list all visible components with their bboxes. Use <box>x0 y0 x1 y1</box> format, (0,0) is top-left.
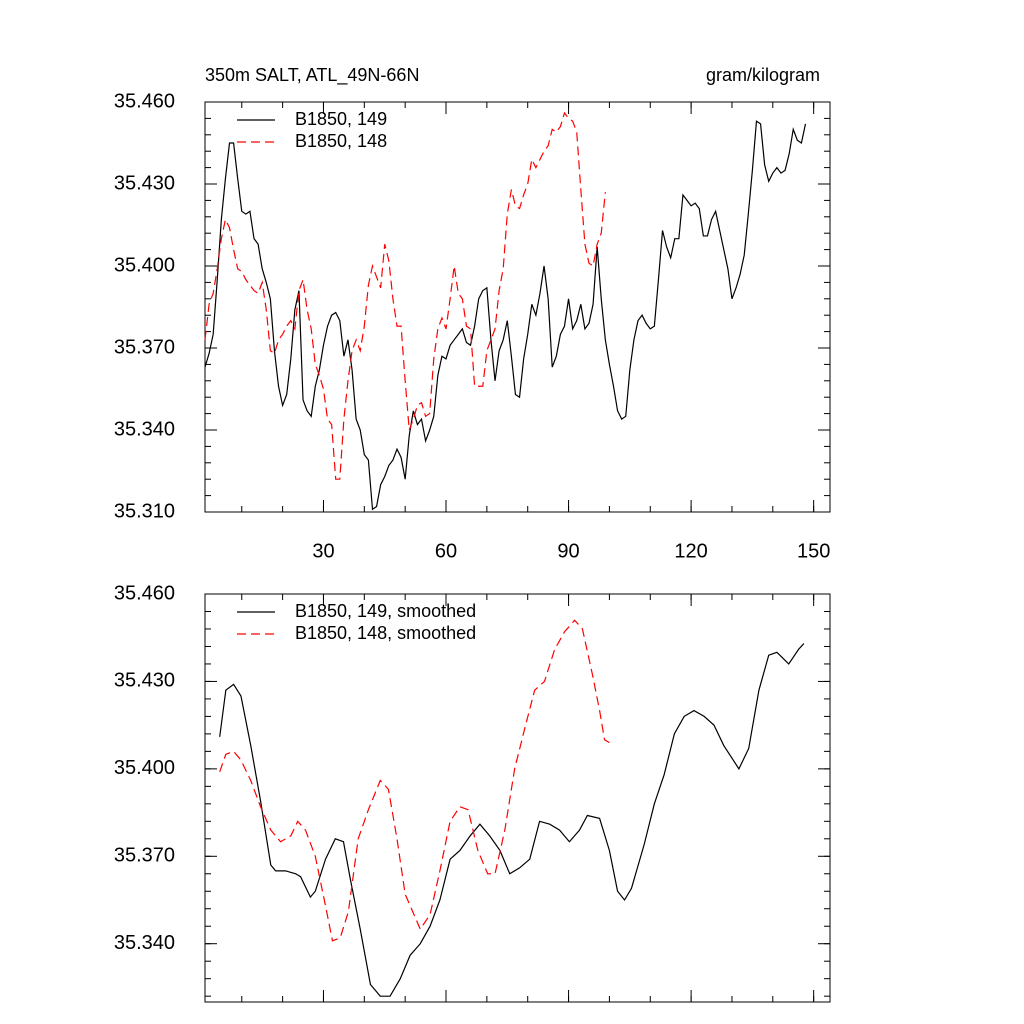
x-tick-label: 150 <box>797 540 830 562</box>
plot-frame <box>204 101 831 513</box>
y-tick-label: 35.460 <box>114 582 175 604</box>
data-line <box>219 643 805 997</box>
y-tick-label: 35.370 <box>114 845 175 867</box>
y-tick-label: 35.400 <box>114 757 175 779</box>
chart-title: 350m SALT, ATL_49N-66N <box>205 65 419 86</box>
y-tick-label: 35.340 <box>114 932 175 954</box>
y-tick-label: 35.430 <box>114 172 175 194</box>
units-label: gram/kilogram <box>706 65 820 85</box>
x-tick-label: 30 <box>312 540 334 562</box>
y-tick-label: 35.310 <box>114 500 175 522</box>
legend-label: B1850, 148 <box>295 131 387 151</box>
y-tick-label: 35.400 <box>114 254 175 276</box>
x-tick-label: 120 <box>674 540 707 562</box>
data-line <box>219 619 610 942</box>
y-tick-label: 35.460 <box>114 90 175 112</box>
legend-label: B1850, 149 <box>295 109 387 129</box>
legend-label: B1850, 149, smoothed <box>295 601 476 621</box>
y-tick-label: 35.370 <box>114 336 175 358</box>
data-line <box>204 111 606 480</box>
y-tick-label: 35.430 <box>114 670 175 692</box>
legend-label: B1850, 148, smoothed <box>295 623 476 643</box>
data-line <box>204 120 807 511</box>
plot-frame <box>204 593 831 1003</box>
y-tick-label: 35.340 <box>114 418 175 440</box>
x-tick-label: 90 <box>557 540 579 562</box>
x-tick-label: 60 <box>435 540 457 562</box>
